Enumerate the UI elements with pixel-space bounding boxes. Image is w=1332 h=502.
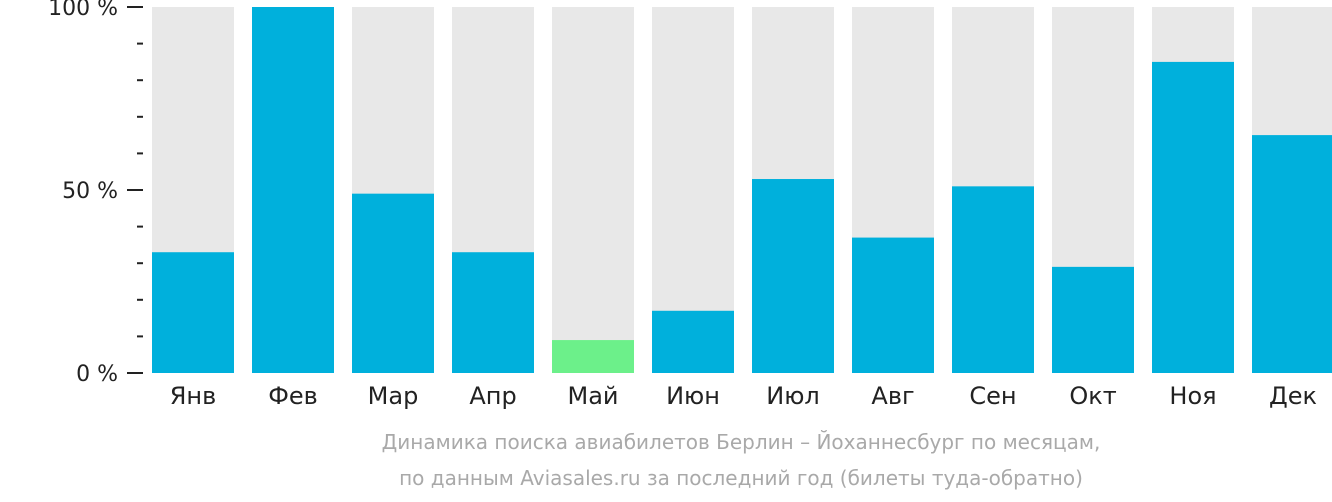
x-tick-label: Июл (766, 382, 820, 410)
bar (652, 310, 734, 373)
x-tick-label: Янв (170, 382, 217, 410)
x-tick-label: Мар (368, 382, 419, 410)
y-tick-label: 50 % (62, 179, 118, 204)
chart-caption-line-1: Динамика поиска авиабилетов Берлин – Йох… (381, 430, 1101, 454)
x-tick-label: Авг (871, 382, 914, 410)
bar (552, 340, 634, 373)
y-tick-label: 100 % (48, 0, 118, 21)
bar (1252, 135, 1332, 373)
x-tick-label: Апр (469, 382, 516, 410)
bar-track (552, 7, 634, 373)
x-tick-label: Фев (268, 382, 318, 410)
x-tick-label: Июн (666, 382, 720, 410)
y-tick-label: 0 % (76, 362, 118, 387)
bar (452, 252, 534, 373)
bar (352, 193, 434, 373)
x-tick-label: Окт (1069, 382, 1116, 410)
x-tick-label: Сен (969, 382, 1016, 410)
x-tick-label: Май (567, 382, 618, 410)
bar (1152, 61, 1234, 374)
bar (1052, 266, 1134, 373)
bar-chart: 0 % 50 % 100 % Янв Фев Мар Апр Май Июн Июл Авг Сен О… (48, 0, 1332, 410)
x-tick-label: Ноя (1169, 382, 1216, 410)
bar (752, 179, 834, 373)
chart-caption-line-2: по данным Aviasales.ru за последний год … (399, 466, 1083, 490)
bar (152, 252, 234, 373)
x-tick-label: Дек (1269, 382, 1317, 410)
bar (852, 237, 934, 373)
bar (252, 7, 334, 373)
bar (952, 186, 1034, 373)
